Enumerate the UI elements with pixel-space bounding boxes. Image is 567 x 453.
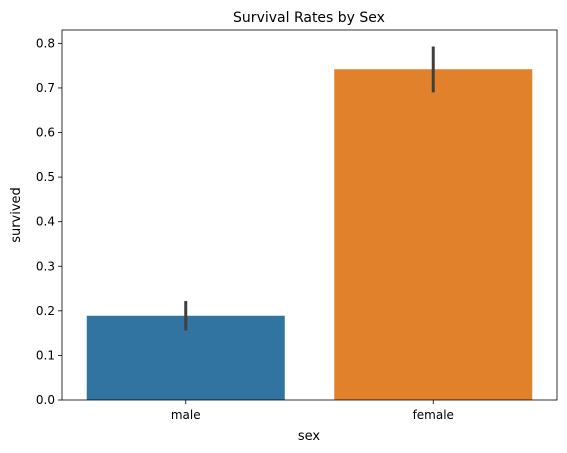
plot-frame <box>61 29 558 401</box>
y-tick-label: 0.0 <box>36 393 55 407</box>
y-tick-label: 0.5 <box>36 170 55 184</box>
bars-layer <box>86 69 533 400</box>
y-tick-label: 0.8 <box>36 36 55 50</box>
y-tick-label: 0.3 <box>36 259 55 273</box>
x-axis-ticks: male female <box>171 400 454 422</box>
chart-title: Survival Rates by Sex <box>233 10 385 26</box>
y-axis-label: survived <box>9 187 24 243</box>
y-axis-ticks: 0.0 0.1 0.2 0.3 0.4 0.5 0.6 0.7 0.8 <box>36 36 62 407</box>
y-tick-label: 0.7 <box>36 81 55 95</box>
error-bars-layer <box>184 46 435 331</box>
x-tick-label-female: female <box>413 408 454 422</box>
x-tick-label-male: male <box>171 408 201 422</box>
y-tick-label: 0.4 <box>36 215 55 229</box>
bar-female <box>334 69 533 400</box>
x-axis-label: sex <box>298 429 321 444</box>
y-tick-label: 0.6 <box>36 126 55 140</box>
y-tick-label: 0.2 <box>36 304 55 318</box>
y-tick-label: 0.1 <box>36 348 55 362</box>
